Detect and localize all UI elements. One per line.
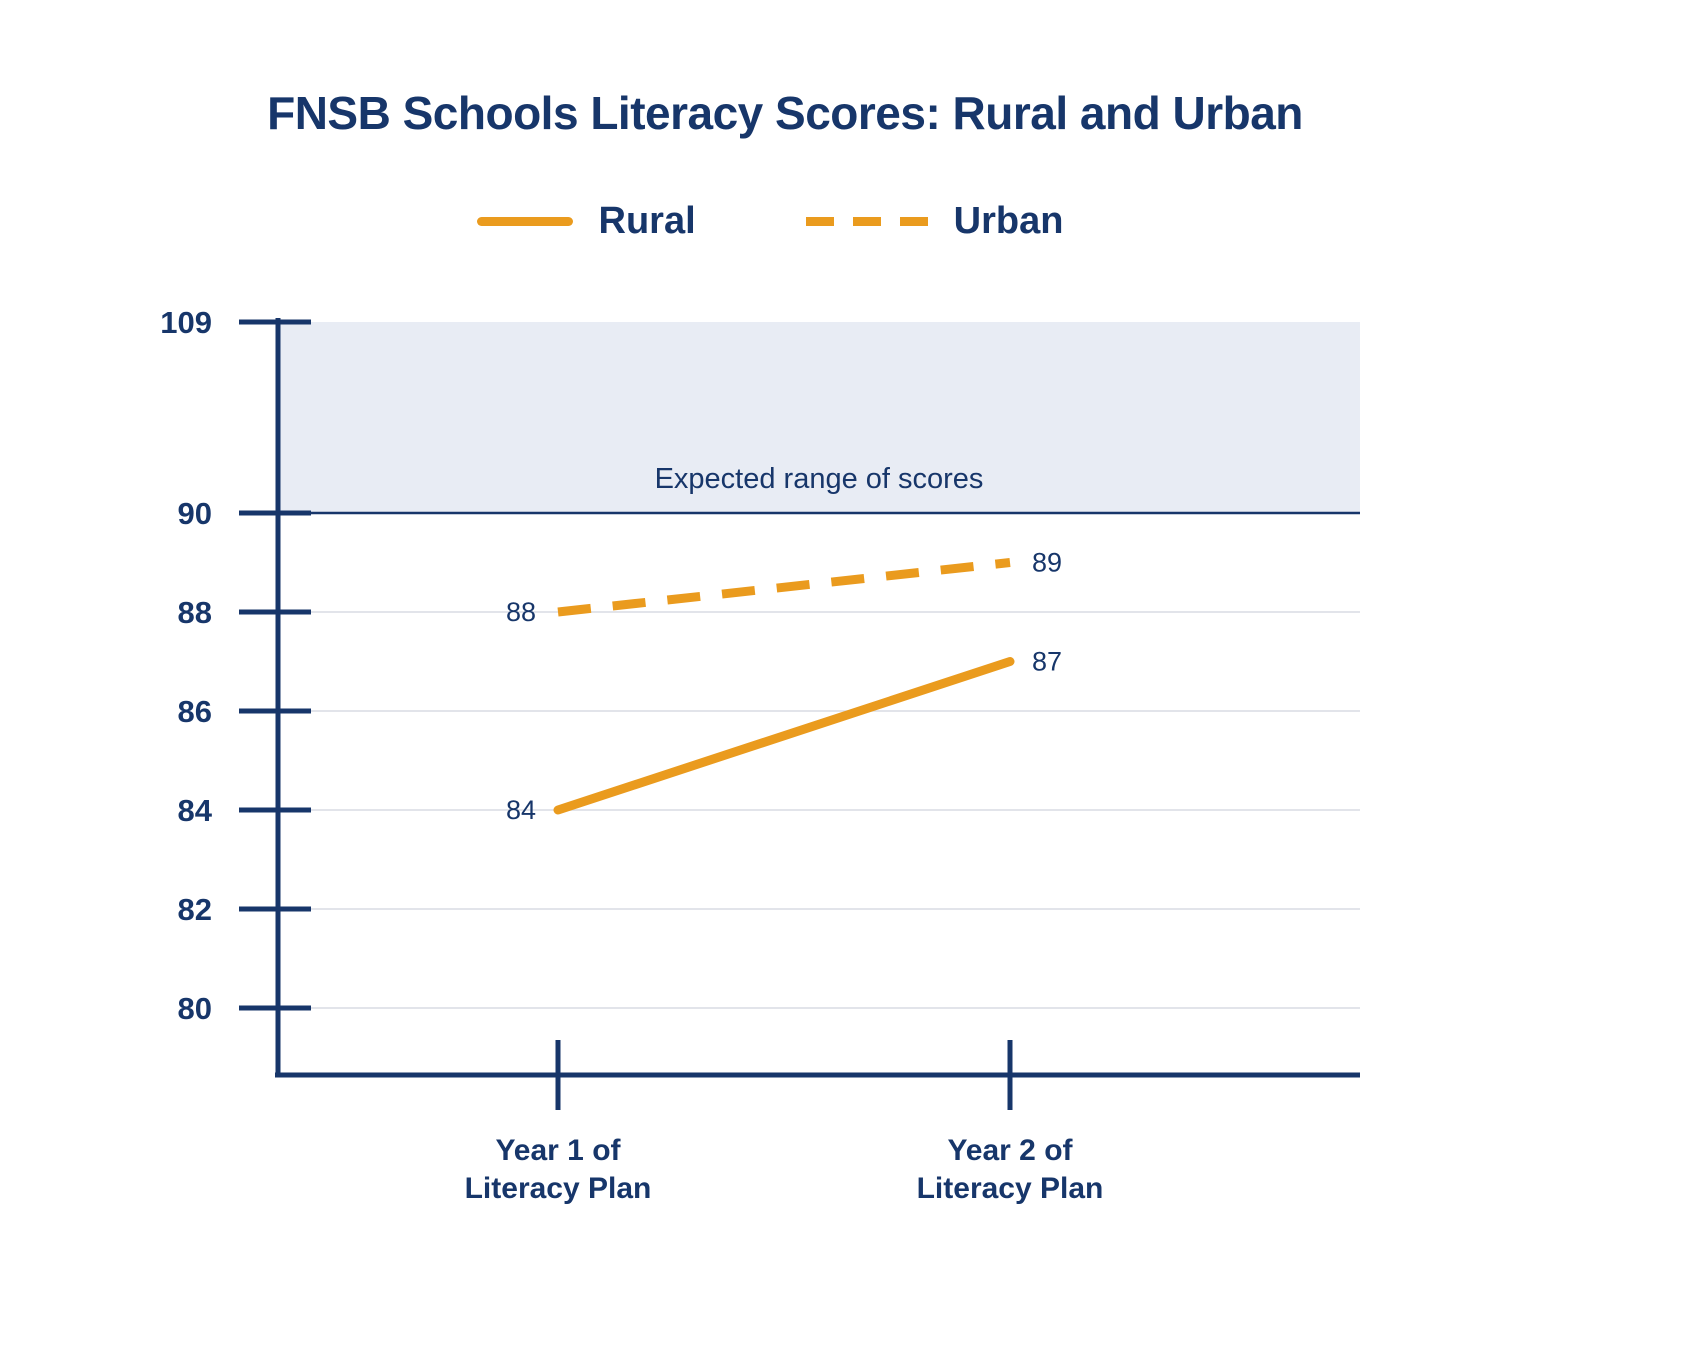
- urban-line-swatch-icon: [805, 216, 928, 226]
- y-tick-label: 84: [178, 793, 213, 828]
- y-tick-label: 109: [160, 305, 212, 340]
- rural-series-line: [553, 657, 1015, 815]
- x-category-label: Year 2 of Literacy Plan: [917, 1134, 1104, 1205]
- expected-range-band: [278, 322, 1360, 513]
- chart-title: FNSB Schools Literacy Scores: Rural and …: [267, 87, 1303, 139]
- chart-legend: Rural Urban: [0, 202, 1540, 240]
- rural-line-swatch-icon: [476, 216, 573, 226]
- point-label: 88: [506, 597, 536, 627]
- legend-label-urban: Urban: [953, 200, 1064, 242]
- legend-item-rural: Rural: [476, 200, 696, 242]
- y-tick-label: 82: [178, 892, 212, 927]
- legend-label-rural: Rural: [598, 200, 696, 242]
- point-label: 89: [1032, 548, 1062, 578]
- expected-range-label: Expected range of scores: [655, 463, 984, 495]
- y-tick-label: 80: [178, 991, 212, 1026]
- urban-series-line: [557, 558, 1011, 617]
- legend-item-urban: Urban: [805, 200, 1064, 242]
- point-label: 87: [1032, 647, 1062, 677]
- y-tick-label: 86: [178, 694, 212, 729]
- point-label: 84: [506, 795, 536, 825]
- y-tick-label: 90: [178, 496, 212, 531]
- y-tick-label: 88: [178, 595, 212, 630]
- x-category-label: Year 1 of Literacy Plan: [465, 1134, 652, 1205]
